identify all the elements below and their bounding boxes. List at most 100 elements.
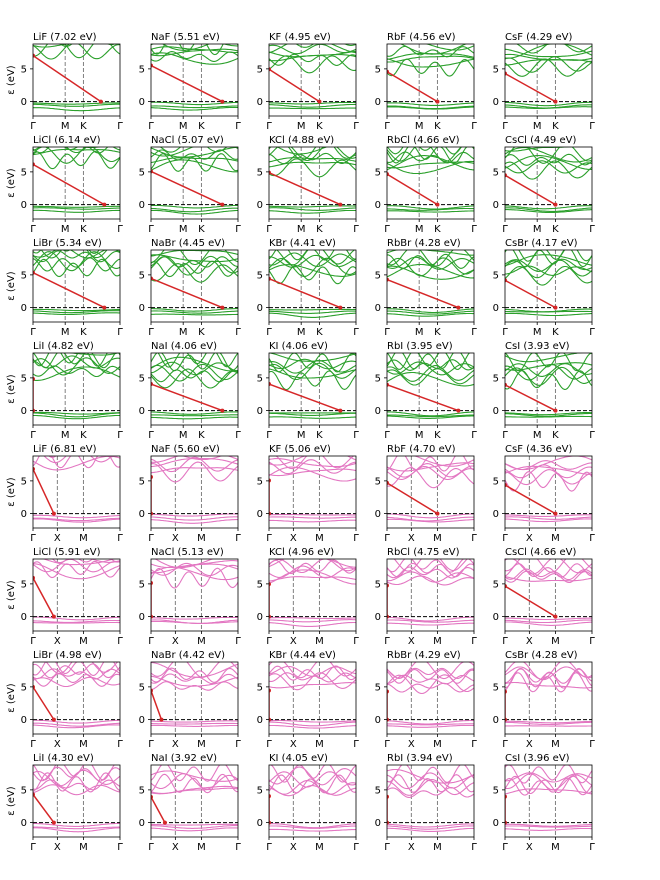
panel-title: LiF (6.81 eV) xyxy=(33,444,97,455)
gap-line xyxy=(33,271,105,309)
panel-18: RbI (3.95 eV) 0 5 Γ M K Γ xyxy=(375,341,478,441)
x-tick-label: Γ xyxy=(502,327,508,338)
conduction-band xyxy=(151,567,238,589)
plot-area xyxy=(151,353,238,425)
conduction-band xyxy=(33,784,120,796)
conduction-band xyxy=(505,465,592,476)
conduction-band xyxy=(505,666,592,681)
panel-10: LiBr (5.34 eV) 0 5 Γ M K Γε (eV) xyxy=(6,238,123,338)
valence-band xyxy=(269,516,356,519)
conduction-band xyxy=(161,44,211,51)
y-tick-label: 5 xyxy=(257,64,263,75)
conduction-band xyxy=(505,469,592,486)
gap-line xyxy=(151,64,223,103)
gap-point-end xyxy=(51,717,56,722)
conduction-band xyxy=(505,366,592,386)
x-tick-label: Γ xyxy=(471,842,477,853)
valence-band xyxy=(33,826,120,830)
conduction-band xyxy=(33,44,120,60)
conduction-band xyxy=(269,368,356,379)
gap-point-end xyxy=(387,820,389,825)
axes-frame xyxy=(32,558,121,632)
plot-area xyxy=(33,250,120,322)
x-tick-label: Γ xyxy=(266,224,272,235)
axes-frame xyxy=(504,558,593,632)
valence-band xyxy=(387,516,474,522)
x-tick-label: Γ xyxy=(235,533,241,544)
conduction-band xyxy=(269,264,356,277)
plot-area xyxy=(151,147,238,219)
axes-frame xyxy=(268,352,357,426)
conduction-band xyxy=(387,562,474,578)
y-tick-label: 5 xyxy=(139,373,145,384)
conduction-band xyxy=(505,662,592,680)
axes-frame xyxy=(150,352,239,426)
panel-16: NaI (4.06 eV) 0 5 Γ M K Γ xyxy=(139,341,242,441)
conduction-band xyxy=(151,662,238,678)
y-tick-label: 5 xyxy=(139,270,145,281)
x-tick-label: Γ xyxy=(384,430,390,441)
y-tick-label: 5 xyxy=(139,785,145,796)
y-tick-label: 0 xyxy=(493,612,499,623)
y-tick-label: 0 xyxy=(493,509,499,520)
gap-point-start xyxy=(387,689,389,694)
valence-band xyxy=(505,415,592,418)
gap-point-start xyxy=(269,382,271,387)
conduction-band xyxy=(33,147,120,154)
y-tick-label: 0 xyxy=(375,715,381,726)
y-tick-label: 5 xyxy=(257,579,263,590)
x-tick-label: K xyxy=(80,224,87,235)
gap-point-start xyxy=(387,172,389,177)
gap-point-end xyxy=(338,305,343,310)
x-tick-label: Γ xyxy=(148,533,154,544)
conduction-band xyxy=(505,353,592,363)
gap-point-end xyxy=(98,99,103,104)
plot-area xyxy=(387,765,474,837)
x-tick-label: X xyxy=(172,739,179,750)
x-tick-label: K xyxy=(198,224,205,235)
conduction-band xyxy=(269,370,356,391)
x-tick-label: M xyxy=(61,327,70,338)
gap-line xyxy=(33,577,55,617)
valence-band xyxy=(505,721,592,726)
plot-area xyxy=(505,765,592,837)
x-tick-label: Γ xyxy=(266,430,272,441)
gap-point-start xyxy=(33,53,35,58)
conduction-band xyxy=(505,160,592,180)
conduction-band xyxy=(387,463,474,478)
gap-point-end xyxy=(435,202,440,207)
valence-band xyxy=(505,823,592,827)
conduction-band xyxy=(387,772,474,790)
y-tick-label: 0 xyxy=(493,406,499,417)
x-tick-label: Γ xyxy=(502,533,508,544)
gap-point-end xyxy=(553,511,558,516)
y-tick-label: 0 xyxy=(21,200,27,211)
y-tick-label: 5 xyxy=(257,167,263,178)
conduction-band xyxy=(269,50,356,58)
x-tick-label: Γ xyxy=(471,224,477,235)
axes-frame xyxy=(386,146,475,220)
conduction-band xyxy=(387,353,470,370)
valence-band xyxy=(387,102,474,106)
gap-line xyxy=(505,72,556,103)
conduction-band xyxy=(90,559,120,563)
y-tick-label: 5 xyxy=(375,64,381,75)
x-tick-label: Γ xyxy=(353,121,359,132)
conduction-band xyxy=(505,568,592,581)
x-tick-label: M xyxy=(297,327,306,338)
valence-band xyxy=(387,616,474,622)
x-tick-label: M xyxy=(533,430,542,441)
conduction-band xyxy=(151,147,238,157)
valence-band xyxy=(33,205,120,208)
x-tick-label: Γ xyxy=(353,430,359,441)
valence-band xyxy=(387,210,474,213)
valence-band xyxy=(387,308,474,314)
conduction-band xyxy=(33,365,120,378)
y-tick-label: 5 xyxy=(375,785,381,796)
axes-frame xyxy=(268,43,357,117)
plot-area xyxy=(387,456,474,528)
axes-frame xyxy=(504,661,593,735)
conduction-band xyxy=(505,471,592,492)
x-tick-label: Γ xyxy=(471,121,477,132)
gap-point-end xyxy=(220,408,225,413)
